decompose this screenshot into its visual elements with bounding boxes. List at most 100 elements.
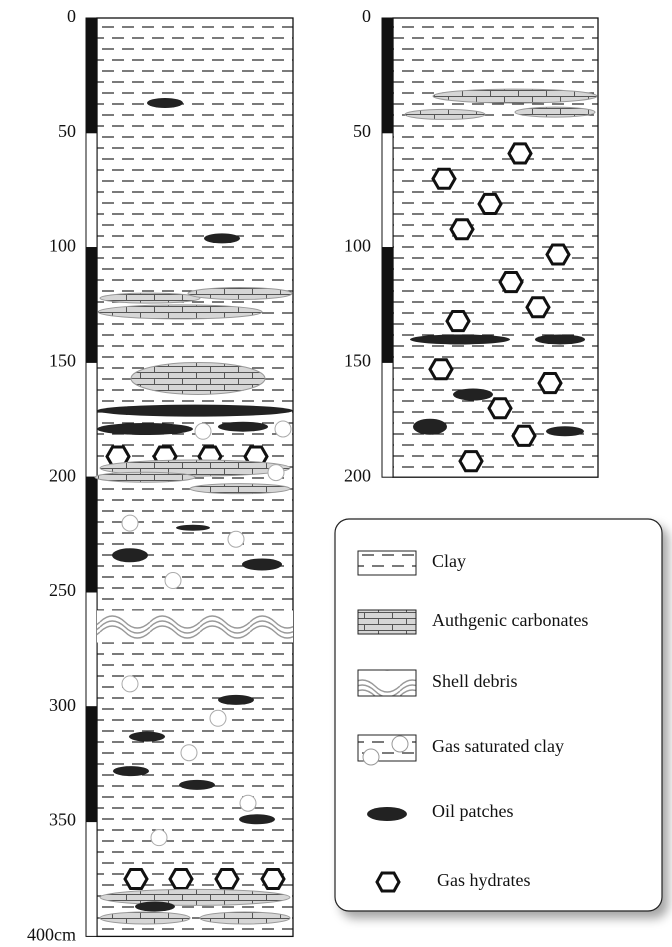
shell-debris (97, 610, 293, 642)
oil-patch (176, 525, 210, 531)
depth-label: 100 (49, 236, 76, 256)
depth-bar-segment (382, 362, 393, 477)
oil-patch (147, 98, 183, 108)
depth-label: 150 (49, 351, 76, 371)
oil-patch (413, 419, 447, 435)
depth-bar-segment (86, 18, 97, 133)
depth-bar-segment (382, 133, 393, 248)
gas-bubble (275, 421, 291, 437)
depth-bar-segment (86, 248, 97, 363)
oil-patch (97, 405, 293, 417)
depth-label: 300 (49, 695, 76, 715)
gas-hydrate (539, 374, 561, 393)
oil-patch (112, 548, 148, 562)
oil-patch (218, 695, 254, 705)
gas-hydrate (509, 144, 531, 163)
carbonate (100, 889, 290, 905)
carbonate (190, 484, 290, 494)
gas-bubble (210, 710, 226, 726)
depth-bar-segment (86, 822, 97, 937)
depth-bar-segment (86, 477, 97, 592)
gas-bubble (392, 736, 408, 752)
gas-bubble (122, 676, 138, 692)
gas-hydrate (433, 169, 455, 188)
depth-bar-segment (382, 248, 393, 363)
carbonate (405, 109, 485, 119)
carbonate (515, 107, 595, 117)
depth-bar-segment (86, 133, 97, 248)
oil-patch (97, 423, 193, 435)
carbonate (100, 293, 200, 303)
depth-label: 200 (49, 465, 76, 485)
gas-hydrate (262, 870, 284, 889)
gas-bubble (122, 515, 138, 531)
gas-bubble (195, 423, 211, 439)
carbonate (188, 288, 292, 300)
legend-label: Oil patches (432, 801, 513, 821)
oil-patch (242, 558, 282, 570)
oil-patch (113, 766, 149, 776)
oil-patch (453, 389, 493, 401)
gas-hydrate (125, 870, 147, 889)
oil-swatch (367, 807, 407, 821)
core-log-figure: 0 50 100 150 200 250 300 350 400cm 0 50 100 150 200 C… (0, 0, 672, 947)
depth-label: 400cm (27, 925, 76, 945)
legend-label: Clay (432, 551, 466, 571)
gas-hydrate (489, 399, 511, 418)
depth-label: 0 (67, 6, 76, 26)
depth-label: 0 (362, 6, 371, 26)
gas-hydrate (451, 220, 473, 239)
gas-bubble (240, 795, 256, 811)
gas-bubble (151, 830, 167, 846)
carbonate (131, 362, 265, 394)
gas-hydrate (547, 245, 569, 264)
depth-label: 50 (353, 121, 371, 141)
clay-swatch (358, 551, 416, 575)
hydrate-swatch (377, 873, 399, 891)
oil-patch (135, 902, 175, 912)
legend-box (335, 519, 662, 911)
depth-label: 150 (344, 351, 371, 371)
legend-label: Gas hydrates (437, 870, 530, 890)
oil-patch (239, 814, 275, 824)
gas-bubble (165, 573, 181, 589)
oil-patch (410, 334, 510, 344)
gas-hydrate (479, 194, 501, 213)
oil-patch (179, 780, 215, 790)
gas-hydrate (216, 870, 238, 889)
carbonate (95, 472, 195, 482)
depth-bar-segment (86, 707, 97, 822)
depth-label: 200 (344, 465, 371, 485)
gas-hydrate (513, 426, 535, 445)
oil-patch (546, 426, 584, 436)
depth-bar-segment (86, 362, 97, 477)
gas-hydrate (430, 360, 452, 379)
depth-label: 350 (49, 810, 76, 830)
gas-bubble (181, 745, 197, 761)
gas-hydrate (500, 273, 522, 292)
gas-bubble (268, 465, 284, 481)
legend-label: Gas saturated clay (432, 736, 564, 756)
oil-patch (129, 732, 165, 742)
carbonate (100, 912, 190, 924)
depth-label: 50 (58, 121, 76, 141)
carbonate (433, 89, 597, 103)
legend-label: Shell debris (432, 671, 518, 691)
gas-bubble (363, 749, 379, 765)
depth-label: 100 (344, 236, 371, 256)
depth-bar-segment (382, 18, 393, 133)
carbonate (98, 305, 262, 319)
shell-swatch (358, 670, 416, 696)
oil-patch (218, 422, 268, 432)
gas-hydrate (460, 452, 482, 471)
carbonate (200, 912, 290, 924)
gas-hydrate (527, 298, 549, 317)
gas-hydrate (170, 870, 192, 889)
legend: Clay Authgenic carbonates Shell debris G… (335, 519, 662, 911)
carbonate-swatch (358, 610, 416, 634)
depth-bar-segment (86, 592, 97, 707)
oil-patch (535, 334, 585, 344)
gas-hydrate (447, 312, 469, 331)
depth-label: 250 (49, 580, 76, 600)
legend-label: Authgenic carbonates (432, 610, 588, 630)
